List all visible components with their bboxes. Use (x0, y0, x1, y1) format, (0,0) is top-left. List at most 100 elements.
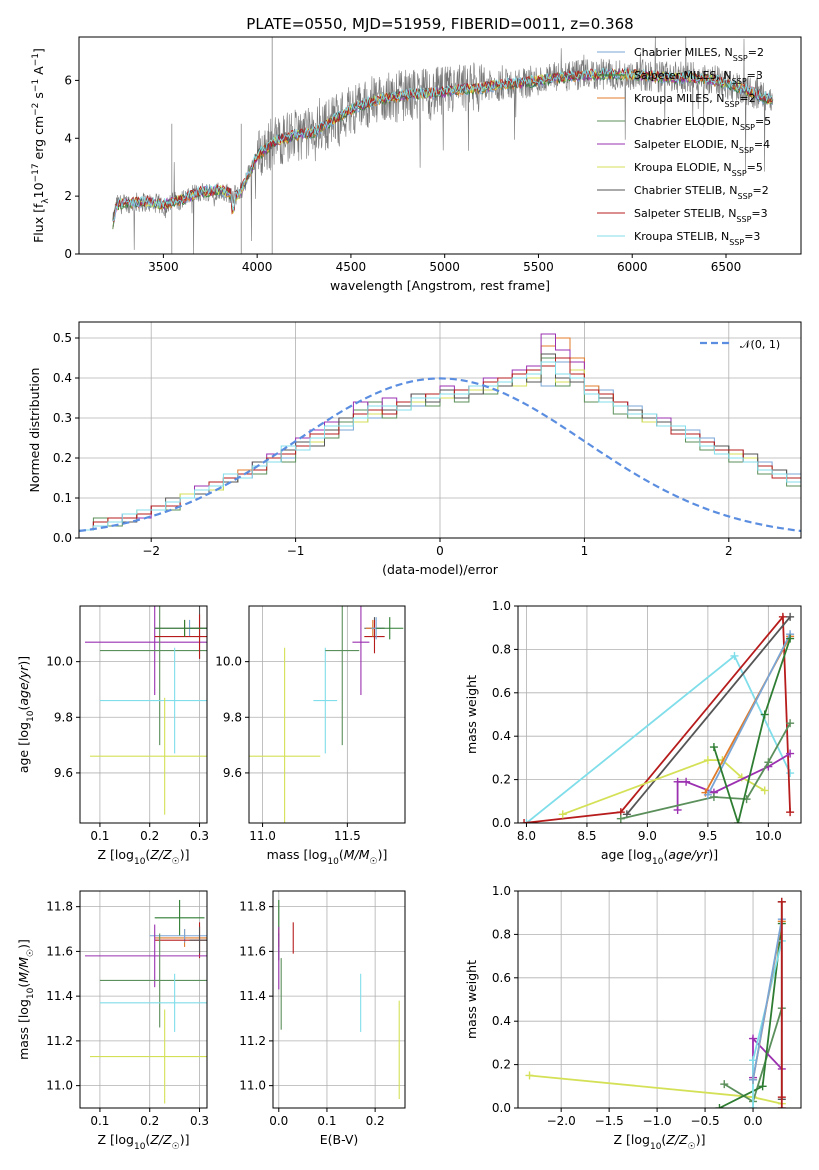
label-part: ( (16, 983, 31, 988)
legend-entry: Chabrier STELIB, NSSP=2 (634, 184, 769, 201)
figure-title: PLATE=0550, MJD=51959, FIBERID=0011, z=0… (246, 15, 633, 33)
axes-frame (79, 605, 208, 824)
label-part: ( (145, 1132, 150, 1147)
x-axis-label: Z [log10(Z/Z☉)] (98, 847, 190, 867)
y-tick-label: 1.0 (492, 599, 511, 613)
weight-line-kroupa-stelib (525, 654, 791, 823)
label-part: mass [log (267, 847, 328, 862)
axes-frame (517, 890, 802, 1109)
legend-sub: SSP (724, 100, 739, 109)
legend-tail: =5 (747, 161, 763, 174)
x-tick-label: 11.5 (334, 829, 361, 843)
label-part: )] (378, 847, 388, 862)
y-tick-label: 0.8 (492, 642, 511, 656)
label-part: ( (661, 1132, 666, 1147)
label-part: Z/Z (149, 1132, 172, 1147)
y-tick-label: 0.0 (492, 1101, 511, 1115)
label-part: )] (16, 656, 31, 666)
x-tick-label: 6500 (711, 260, 742, 274)
x-tick-label: 11.0 (249, 829, 276, 843)
x-axis-label: E(B-V) (320, 1132, 359, 1147)
label-part: 10 (327, 857, 339, 867)
legend-sub: SSP (732, 77, 747, 86)
panel-mass-weight-vs-age: 8.0 8.5 9.0 9.5 10.0 0.0 0.2 0.4 0.6 0.8 1.0 age [l… (464, 599, 802, 867)
plot-area-mass-weight-vs-age (518, 606, 801, 823)
label-part: ( (16, 706, 31, 711)
legend-entry: Chabrier ELODIE, NSSP=5 (634, 115, 771, 132)
weight-line-chabrier-miles (752, 919, 783, 1080)
label-part: mass [log (16, 999, 31, 1060)
x-axis-label: Z [log10(Z/Z☉)] (614, 1132, 706, 1152)
plot-area-mass-vs-EBV (273, 891, 405, 1108)
plot-area-residual-histogram (79, 322, 801, 538)
y-tick-label: 6 (64, 73, 72, 87)
label-part: Z/Z (149, 847, 172, 862)
x-tick-label: 1 (581, 544, 589, 558)
legend-entry: Kroupa MILES, NSSP=2 (634, 92, 756, 109)
legend-text: Salpeter MILES, N (634, 69, 732, 82)
label-part: 10 (650, 1142, 662, 1152)
label-part: ☉ (172, 857, 180, 867)
legend-sub: SSP (732, 169, 747, 178)
panel-residual-histogram: −2 −1 0 1 2 0.0 0.1 0.2 0.3 0.4 0.5 (data-model)/er… (27, 321, 802, 577)
x-tick-label: 2 (725, 544, 733, 558)
x-tick-label: 0.1 (90, 829, 109, 843)
y-tick-label: 11.2 (46, 1034, 73, 1048)
label-part: 10 (26, 710, 36, 722)
legend-entry: Salpeter MILES, NSSP=3 (634, 69, 763, 86)
weight-line-salpeter-stelib (523, 614, 791, 823)
x-axis-label: Z [log10(Z/Z☉)] (98, 1132, 190, 1152)
legend-text: Kroupa MILES, N (634, 92, 724, 105)
y-axis-label: Flux [fλ10−17 erg cm−2 s−1 A−1] (31, 48, 51, 243)
x-tick-label: −0.5 (690, 1114, 719, 1128)
y-tick-label: 0.3 (53, 411, 72, 425)
y-axis-label: Normed distribution (27, 368, 42, 493)
axes-frame (272, 890, 406, 1109)
legend-text: Kroupa STELIB, N (634, 230, 729, 243)
y-tick-label: 0.1 (53, 491, 72, 505)
legend-sub: SSP (736, 215, 751, 224)
y-axis-label: mass [log10(M/M☉)] (16, 939, 36, 1060)
legend-sub: SSP (738, 192, 753, 201)
legend-entry: 𝒩(0, 1) (740, 338, 780, 351)
legend-entry: Chabrier MILES, NSSP=2 (634, 46, 764, 63)
x-tick-label: −1.5 (595, 1114, 624, 1128)
label-part: −2 (31, 103, 41, 116)
legend-entry: Salpeter ELODIE, NSSP=4 (634, 138, 770, 155)
x-tick-label: 4500 (336, 260, 367, 274)
x-tick-label: −1.0 (643, 1114, 672, 1128)
plot-area-age-vs-mass (249, 606, 405, 823)
legend-tail: =3 (747, 69, 763, 82)
plot-area-mass-weight-vs-Z (518, 891, 801, 1108)
x-tick-label: 3500 (148, 260, 179, 274)
label-part: ] (31, 48, 46, 53)
x-tick-label: 0.2 (140, 1114, 159, 1128)
legend-sub: SSP (739, 146, 754, 155)
panel-spectrum: 3500 4000 4500 5000 5500 6000 6500 0 2 4 6 waveleng… (31, 36, 802, 293)
label-part: )] (16, 939, 31, 949)
label-part: 10 (31, 182, 46, 198)
legend-sub: SSP (729, 238, 744, 247)
y-tick-label: 0.8 (492, 927, 511, 941)
y-tick-label: 4 (64, 131, 72, 145)
axes-frame (78, 36, 802, 255)
x-tick-label: 9.5 (698, 829, 717, 843)
weight-line-salpeter-elodie (676, 752, 791, 810)
label-part: )] (180, 1132, 190, 1147)
legend-tail: =3 (751, 207, 767, 220)
x-tick-label: −2 (142, 544, 160, 558)
legend-sub: SSP (733, 54, 748, 63)
legend-entry: Kroupa STELIB, NSSP=3 (634, 230, 760, 247)
x-tick-label: 0.2 (366, 1114, 385, 1128)
label-part: ☉ (688, 1142, 696, 1152)
legend-text: Salpeter ELODIE, N (634, 138, 739, 151)
x-tick-label: 0 (436, 544, 444, 558)
y-tick-label: 0.4 (492, 1014, 511, 1028)
x-tick-label: 0.0 (269, 1114, 288, 1128)
label-part: )] (708, 847, 718, 862)
legend-tail: =2 (739, 92, 755, 105)
legend-tail: =3 (744, 230, 760, 243)
y-axis-label: age [log10(age/yr)] (16, 656, 36, 773)
label-part: 10 (134, 1142, 146, 1152)
